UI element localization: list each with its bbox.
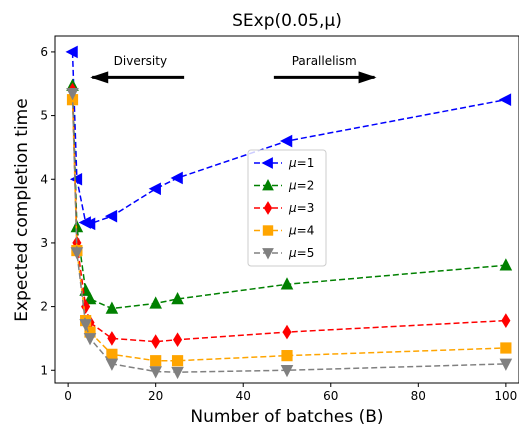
legend-label-var-5: μ xyxy=(288,246,297,260)
series-2-point-4 xyxy=(83,291,97,305)
plot-frame xyxy=(54,35,519,384)
legend-label-2: μ=2 xyxy=(288,179,314,193)
x-tick-label-20: 20 xyxy=(148,389,163,403)
x-axis-title: Number of batches (B) xyxy=(190,407,383,427)
x-tick-label-100: 100 xyxy=(494,389,517,403)
diversity-arrow xyxy=(90,71,185,84)
chart-title-text: SExp(0.05,μ) xyxy=(232,11,342,31)
series-2-point-6 xyxy=(149,296,162,309)
series-1-point-4 xyxy=(83,217,96,231)
series-1-point-9 xyxy=(498,93,512,106)
annotation-diversity: Diversity xyxy=(114,54,167,68)
chart-title: SExp(0.05,μ) xyxy=(232,11,342,31)
series-4-point-7 xyxy=(171,355,184,367)
series-5-point-1 xyxy=(66,88,79,101)
x-tick-label-40: 40 xyxy=(236,389,251,403)
series-3-point-9 xyxy=(501,313,511,328)
y-tick-label-3: 3 xyxy=(40,236,48,250)
legend-box xyxy=(247,149,327,267)
legend-item-1: μ=1 xyxy=(254,156,314,170)
legend-marker-3 xyxy=(263,201,273,215)
series-1-point-5 xyxy=(104,209,118,223)
series-2-point-9 xyxy=(499,258,513,271)
legend-label-val-2: =2 xyxy=(297,179,315,193)
legend: μ=1μ=2μ=3μ=4μ=5 xyxy=(247,149,327,267)
x-tick-label-80: 80 xyxy=(411,389,426,403)
series-3-point-5 xyxy=(107,331,117,346)
y-axis-title: Expected completion time xyxy=(12,98,32,321)
series-4-point-6 xyxy=(150,355,162,367)
legend-label-var-2: μ xyxy=(288,179,297,193)
legend-label-var-4: μ xyxy=(288,224,297,238)
series-4-point-4 xyxy=(84,326,96,338)
series-1-point-1 xyxy=(65,45,78,59)
x-tick-label-60: 60 xyxy=(323,389,338,403)
parallelism-arrow xyxy=(273,71,377,84)
series-2-point-8 xyxy=(280,277,294,290)
series-1-point-6 xyxy=(148,182,161,196)
series-3-point-8 xyxy=(282,324,292,340)
legend-marker-2 xyxy=(262,179,274,191)
parallelism-arrow-head xyxy=(358,71,377,84)
series-4-point-9 xyxy=(500,342,512,354)
series-5-point-8 xyxy=(280,365,294,378)
series-1-point-7 xyxy=(170,171,183,185)
series-5-point-7 xyxy=(171,366,184,380)
legend-label-val-3: =3 xyxy=(297,201,315,215)
legend-item-4: μ=4 xyxy=(254,224,314,238)
series-2-point-5 xyxy=(105,301,119,314)
legend-label-val-1: =1 xyxy=(297,156,315,170)
legend-item-2: μ=2 xyxy=(254,179,314,193)
series-5-point-4 xyxy=(83,333,97,346)
legend-label-val-4: =4 xyxy=(297,224,315,238)
legend-item-3: μ=3 xyxy=(254,201,314,215)
legend-item-5: μ=5 xyxy=(254,246,314,260)
legend-label-val-5: =5 xyxy=(297,246,315,260)
series-5-point-3 xyxy=(79,319,92,332)
y-tick-label-2: 2 xyxy=(40,300,48,314)
legend-label-5: μ=5 xyxy=(288,246,314,260)
annotations: Diversity Parallelism xyxy=(90,54,377,84)
y-tick-label-4: 4 xyxy=(40,172,48,186)
legend-label-var-3: μ xyxy=(288,201,297,215)
series-2-point-7 xyxy=(171,291,184,305)
series-5-point-9 xyxy=(499,358,513,371)
series-5-point-6 xyxy=(149,366,162,379)
legend-marker-4 xyxy=(262,225,274,236)
y-tick-label-6: 6 xyxy=(40,45,48,59)
legend-label-3: μ=3 xyxy=(288,201,314,215)
y-tick-label-5: 5 xyxy=(40,109,48,123)
x-tick-label-0: 0 xyxy=(64,389,72,403)
y-tick-label-1: 1 xyxy=(40,363,48,377)
series-4-point-8 xyxy=(281,350,293,362)
series-4-point-5 xyxy=(106,348,118,360)
series-3-point-6 xyxy=(151,334,161,349)
series-line-3 xyxy=(71,90,506,343)
legend-label-var-1: μ xyxy=(288,156,297,170)
legend-marker-1 xyxy=(261,157,273,169)
diversity-arrow-head xyxy=(90,71,109,84)
legend-label-1: μ=1 xyxy=(288,156,314,170)
series-3-point-7 xyxy=(173,332,183,348)
legend-marker-5 xyxy=(262,248,274,260)
legend-label-4: μ=4 xyxy=(288,224,314,238)
series-5 xyxy=(66,88,513,380)
series-5-point-2 xyxy=(70,247,84,260)
series-5-point-5 xyxy=(105,358,119,371)
annotation-parallelism: Parallelism xyxy=(292,54,357,68)
series-1-point-8 xyxy=(280,134,293,148)
